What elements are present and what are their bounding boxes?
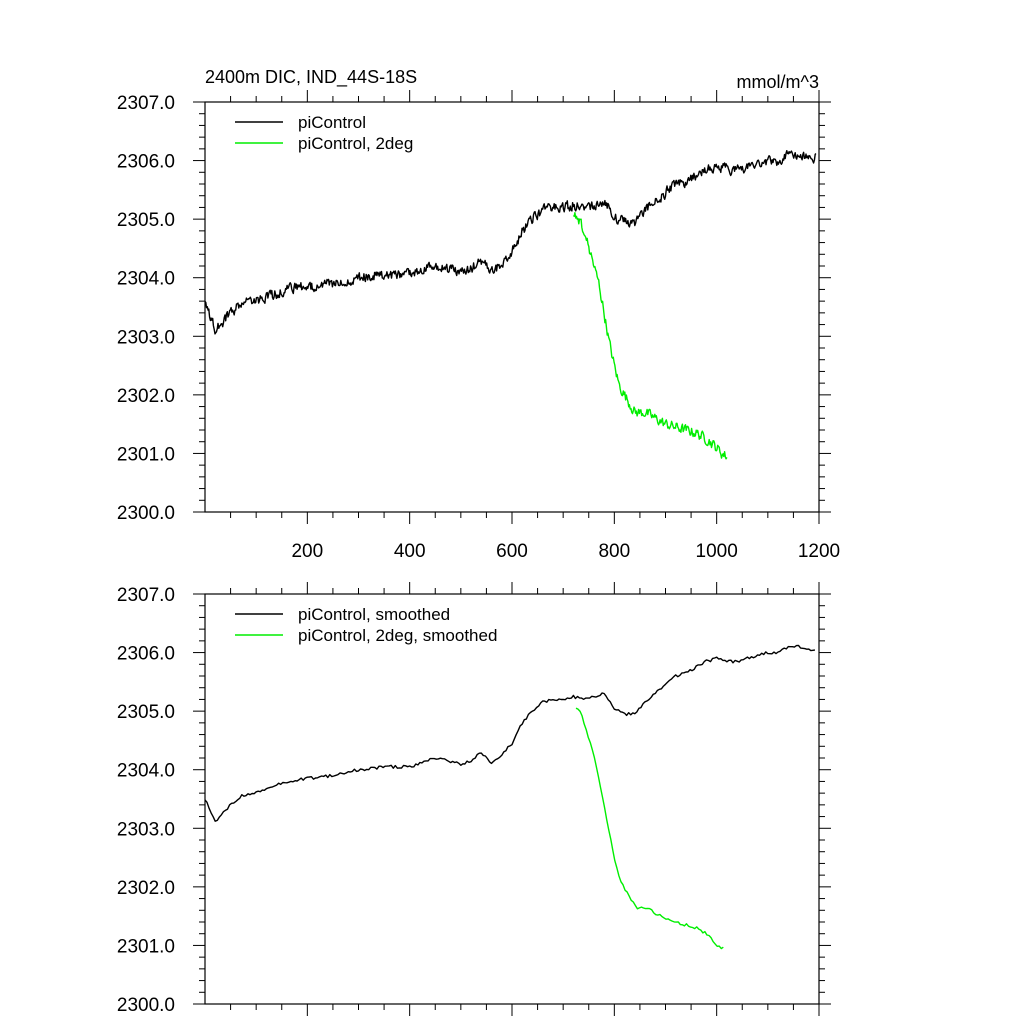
plot-frame [204, 101, 820, 513]
y-tick-label: 2303.0 [117, 327, 175, 348]
chart-title: 2400m DIC, IND_44S-18S [205, 67, 417, 88]
chart-panel-2: 2300.0 2301.0 2302.0 2303.0 2304.0 2305.0 2306… [117, 582, 831, 1016]
plot-frame [204, 593, 820, 1005]
chart-panel-1: 2300.0 2301.0 2302.0 2303.0 2304.0 2305.0 2306… [117, 67, 840, 562]
x-tick-label: 400 [394, 541, 426, 562]
y-tick-label: 2303.0 [117, 819, 175, 840]
y-tick-label: 2305.0 [117, 702, 175, 723]
series-line-1 [204, 644, 816, 822]
x-tick-label: 600 [496, 541, 528, 562]
y-tick-label: 2300.0 [117, 995, 175, 1016]
chart-units: mmol/m^3 [737, 72, 819, 92]
x-tick-label: 200 [291, 541, 323, 562]
x-tick-label: 1200 [798, 541, 840, 562]
x-tick-label: 1000 [696, 541, 738, 562]
legend: piControl, smoothed piControl, 2deg, smoo… [235, 605, 497, 645]
y-tick-label: 2304.0 [117, 269, 175, 290]
y-tick-label: 2305.0 [117, 210, 175, 231]
y-tick-label: 2301.0 [117, 936, 175, 957]
legend-label-1: piControl, smoothed [298, 605, 450, 624]
legend: piControl piControl, 2deg [235, 113, 413, 153]
y-tick-label: 2302.0 [117, 878, 175, 899]
series-line-2 [572, 212, 728, 460]
y-tick-label: 2300.0 [117, 503, 175, 524]
y-tick-label: 2304.0 [117, 761, 175, 782]
y-tick-label: 2307.0 [117, 585, 175, 606]
x-tick-label: 800 [598, 541, 630, 562]
legend-label-2: piControl, 2deg [298, 134, 413, 153]
legend-label-1: piControl [298, 113, 366, 132]
series-line-2 [575, 707, 724, 950]
y-tick-label: 2306.0 [117, 644, 175, 665]
y-tick-label: 2306.0 [117, 152, 175, 173]
y-tick-label: 2301.0 [117, 444, 175, 465]
legend-label-2: piControl, 2deg, smoothed [298, 626, 497, 645]
series-line-1 [204, 150, 817, 335]
y-tick-label: 2302.0 [117, 386, 175, 407]
y-tick-label: 2307.0 [117, 93, 175, 114]
